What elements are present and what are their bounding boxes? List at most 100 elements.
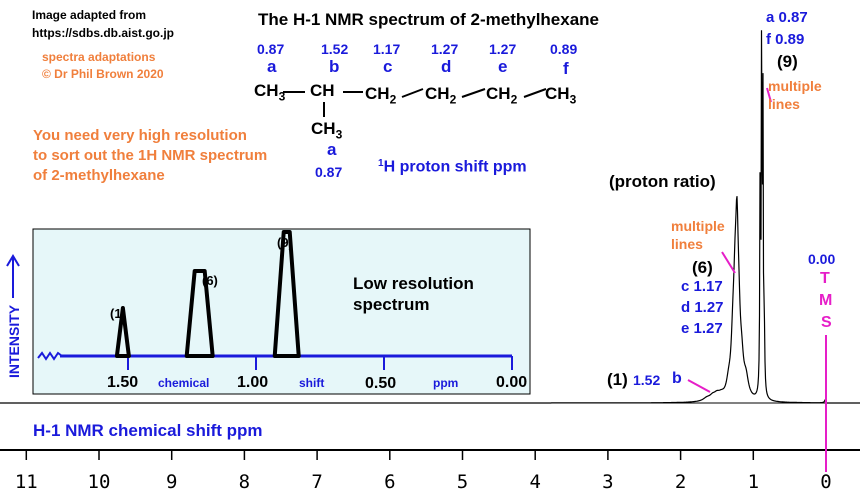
shift-b: 1.52 bbox=[321, 41, 349, 57]
shift-c: 1.17 bbox=[373, 41, 401, 57]
letter-f: f bbox=[563, 59, 569, 78]
caption-text: H proton shift ppm bbox=[383, 158, 527, 176]
x-axis-title: H-1 NMR chemical shift ppm bbox=[33, 421, 263, 440]
credit-line-2: https://sdbs.db.aist.go.jp bbox=[32, 26, 174, 40]
credit-line-1: Image adapted from bbox=[32, 8, 147, 22]
adaptation-line-2: © Dr Phil Brown 2020 bbox=[42, 67, 164, 81]
formula-group-d: CH2 bbox=[425, 84, 456, 106]
tms-letter-s: S bbox=[821, 314, 832, 331]
x-axis-tick-labels: 11 10 9 8 7 6 5 4 3 2 1 0 bbox=[15, 471, 832, 493]
peak-af-note-2: lines bbox=[768, 96, 800, 112]
inset-tick-label-100: 1.00 bbox=[237, 374, 269, 391]
letter-c: c bbox=[383, 57, 393, 76]
peak-cde-ratio: (6) bbox=[692, 258, 713, 277]
peak-cde-note-1: multiple bbox=[671, 218, 725, 234]
inset-peak-label-6: (6) bbox=[202, 273, 218, 288]
formula-text: CH2 bbox=[425, 84, 457, 107]
peak-af-note-1: multiple bbox=[768, 78, 822, 94]
peak-f-label: f 0.89 bbox=[766, 31, 805, 48]
shift-f: 0.89 bbox=[550, 41, 578, 57]
structure-caption: 1H proton shift ppm bbox=[378, 158, 527, 177]
tms-shift: 0.00 bbox=[808, 251, 836, 267]
inset-axis-word-chemical: chemical bbox=[158, 376, 210, 390]
formula-text: CH2 bbox=[486, 84, 518, 107]
peak-b-ratio: (1) bbox=[607, 370, 628, 389]
inset-peak bbox=[272, 230, 301, 358]
spectrum-trace bbox=[0, 30, 860, 404]
peak-e-label: e 1.27 bbox=[681, 320, 723, 337]
formula-group-b: CH bbox=[310, 81, 335, 101]
letter-b: b bbox=[329, 57, 340, 76]
formula-branch: CH3 bbox=[311, 119, 342, 141]
x-tick-label: 2 bbox=[675, 471, 686, 493]
inset-title-line-2: spectrum bbox=[353, 295, 430, 314]
inset-peak bbox=[184, 269, 215, 358]
note-line-1: You need very high resolution bbox=[33, 127, 247, 144]
inset-peaks bbox=[114, 230, 301, 358]
shift-branch-a: 0.87 bbox=[315, 164, 343, 180]
peak-cde-note-2: lines bbox=[671, 236, 703, 252]
formula-group-c: CH2 bbox=[365, 84, 396, 106]
x-tick-label: 5 bbox=[457, 471, 468, 493]
inset-axis-ticks bbox=[127, 356, 513, 370]
inset-peak-label-9: (9) bbox=[277, 235, 293, 250]
letter-a: a bbox=[267, 57, 277, 76]
x-tick-label: 3 bbox=[602, 471, 613, 493]
inset-peak bbox=[114, 306, 131, 358]
note-line-2: to sort out the 1H NMR spectrum bbox=[33, 147, 268, 164]
x-tick-label: 9 bbox=[166, 471, 177, 493]
pointer-multiple-lines-cde bbox=[721, 251, 736, 274]
peak-a-label: a 0.87 bbox=[766, 9, 808, 26]
letter-d: d bbox=[441, 57, 452, 76]
shift-a: 0.87 bbox=[257, 41, 285, 57]
pointer-multiple-lines-af bbox=[766, 87, 772, 103]
page-title: The H-1 NMR spectrum of 2-methylhexane bbox=[258, 10, 600, 29]
pointer-b bbox=[687, 379, 711, 393]
inset-tick-label-150: 1.50 bbox=[107, 374, 139, 391]
x-tick-label: 1 bbox=[748, 471, 759, 493]
x-tick-label: 8 bbox=[239, 471, 250, 493]
caption-superscript: 1 bbox=[378, 158, 384, 169]
x-tick-label: 6 bbox=[384, 471, 395, 493]
peak-b-letter: b bbox=[672, 370, 682, 387]
formula-group-f: CH3 bbox=[545, 84, 576, 106]
inset-tick-label-050: 0.50 bbox=[365, 375, 397, 392]
bond-d-e bbox=[461, 88, 486, 98]
peak-af-ratio: (9) bbox=[777, 52, 798, 71]
formula-group-e: CH2 bbox=[486, 84, 517, 106]
letter-branch-a: a bbox=[327, 140, 337, 159]
formula-text: CH3 bbox=[254, 81, 286, 104]
formula-group-a: CH3 bbox=[254, 81, 285, 103]
bond-c-d bbox=[401, 88, 424, 98]
adaptation-line-1: spectra adaptations bbox=[42, 50, 156, 64]
tms-letter-m: M bbox=[819, 292, 833, 309]
x-tick-label: 7 bbox=[311, 471, 322, 493]
formula-text: CH3 bbox=[311, 119, 343, 142]
peak-d-label: d 1.27 bbox=[681, 299, 724, 316]
x-tick-label: 0 bbox=[820, 471, 831, 493]
letter-e: e bbox=[498, 57, 508, 76]
shift-e: 1.27 bbox=[489, 41, 517, 57]
x-tick-label: 11 bbox=[15, 471, 38, 493]
bond-e-f bbox=[523, 88, 547, 98]
inset-title-line-1: Low resolution bbox=[353, 274, 474, 293]
peak-c-label: c 1.17 bbox=[681, 278, 723, 295]
intensity-label: INTENSITY bbox=[6, 304, 22, 378]
x-axis-ticks bbox=[25, 450, 827, 460]
formula-text: CH3 bbox=[545, 84, 577, 107]
inset-peak-label-1: (1) bbox=[110, 306, 126, 321]
formula-text: CH2 bbox=[365, 84, 397, 107]
tms-letter-t: T bbox=[820, 270, 830, 287]
intensity-arrow-head bbox=[6, 254, 20, 267]
shift-d: 1.27 bbox=[431, 41, 459, 57]
x-tick-label: 10 bbox=[88, 471, 111, 493]
inset-axis-word-shift: shift bbox=[299, 376, 325, 390]
formula-text: CH bbox=[310, 81, 335, 100]
proton-ratio-label: (proton ratio) bbox=[609, 172, 716, 191]
peak-b-shift: 1.52 bbox=[633, 372, 661, 388]
inset-break-mark bbox=[37, 351, 63, 361]
note-line-3: of 2-methylhexane bbox=[33, 167, 165, 184]
inset-axis-word-ppm: ppm bbox=[433, 376, 459, 390]
x-tick-label: 4 bbox=[529, 471, 540, 493]
